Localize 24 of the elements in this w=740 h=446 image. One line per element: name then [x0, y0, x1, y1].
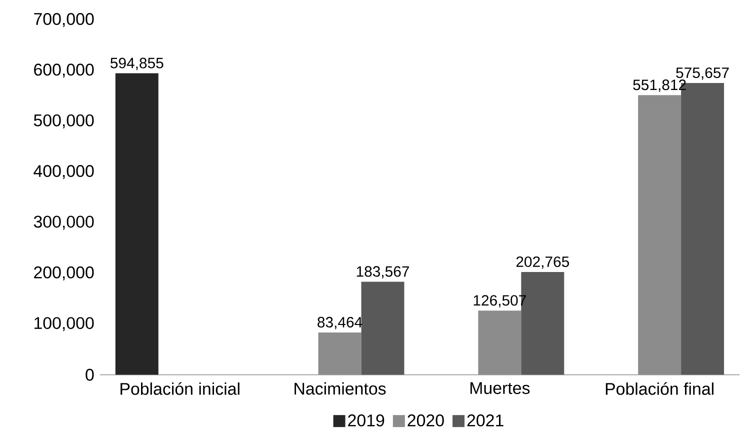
y-tick-label: 700,000: [34, 13, 94, 28]
bar: [638, 95, 682, 375]
y-tick-label: 100,000: [34, 317, 94, 332]
bar: [478, 310, 522, 375]
data-label: 594,855: [110, 58, 164, 70]
x-tick-label: Nacimientos: [294, 382, 386, 395]
bar: [361, 282, 404, 375]
x-tick-label: Población final: [606, 382, 714, 396]
y-tick-label: 0: [86, 368, 94, 381]
data-label: 183,567: [356, 266, 409, 279]
legend-label: 2021: [467, 414, 504, 427]
y-tick-label: 400,000: [34, 165, 94, 180]
data-label: 575,657: [676, 68, 729, 80]
y-tick-label: 200,000: [34, 266, 94, 281]
legend-label: 2019: [348, 414, 384, 427]
bar: [318, 332, 362, 375]
bar: [115, 73, 158, 375]
y-tick-label: 300,000: [34, 216, 94, 230]
y-tick-label: 600,000: [34, 64, 94, 78]
x-tick-label: Muertes: [470, 382, 530, 394]
legend-label: 2020: [408, 414, 444, 427]
data-label: 202,765: [516, 256, 569, 269]
x-tick-label: Población inicial: [120, 382, 240, 396]
y-tick-label: 500,000: [34, 114, 94, 128]
